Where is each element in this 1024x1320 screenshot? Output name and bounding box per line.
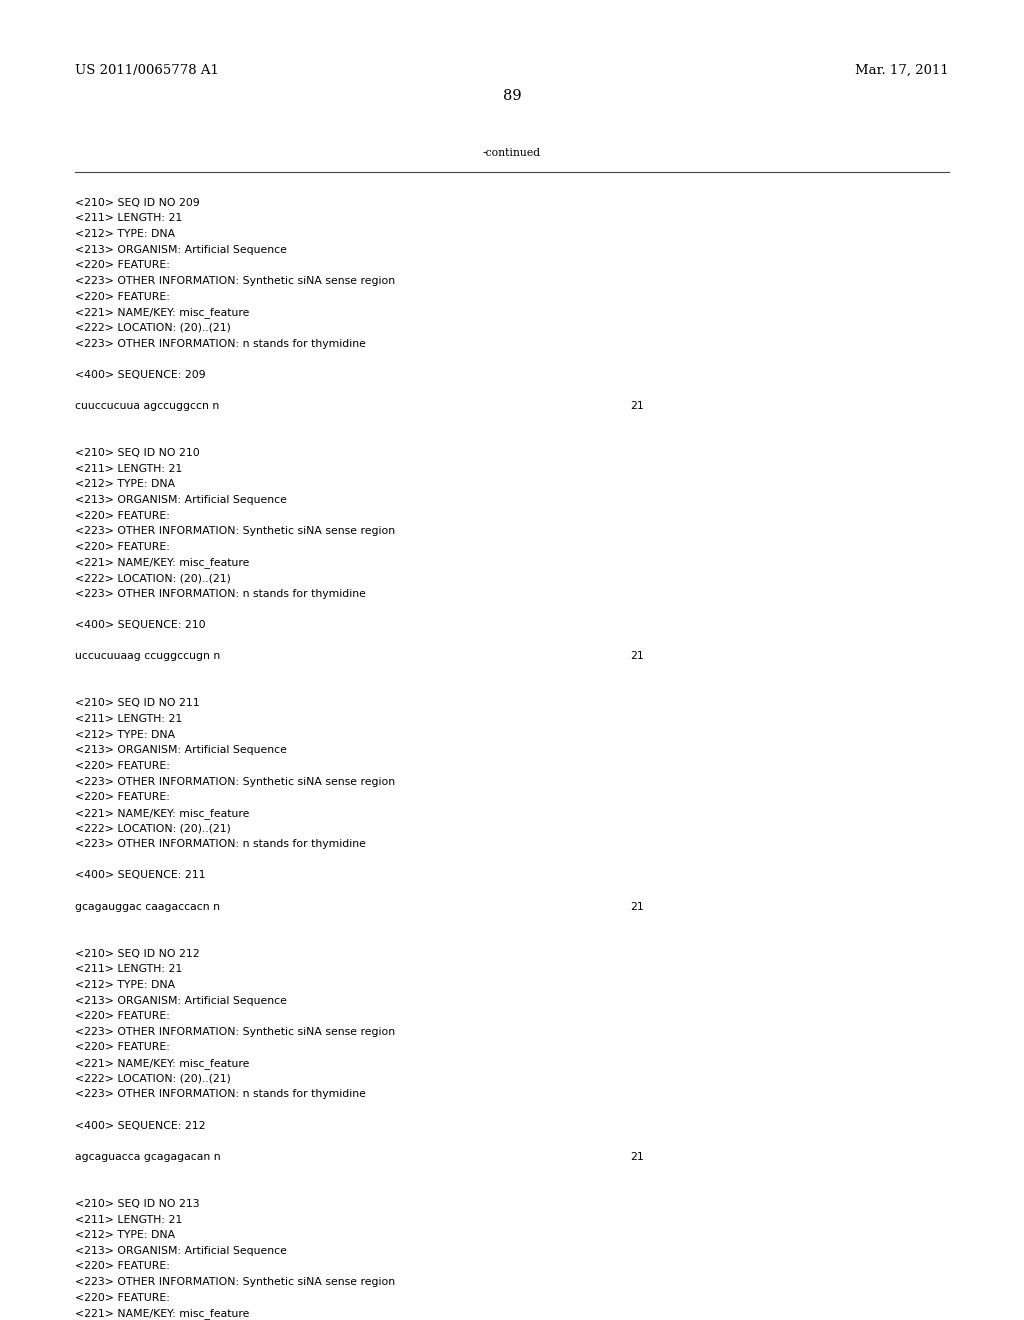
Text: <210> SEQ ID NO 210: <210> SEQ ID NO 210 — [75, 447, 200, 458]
Text: <220> FEATURE:: <220> FEATURE: — [75, 760, 170, 771]
Text: 21: 21 — [630, 652, 643, 661]
Text: <221> NAME/KEY: misc_feature: <221> NAME/KEY: misc_feature — [75, 308, 249, 318]
Text: <220> FEATURE:: <220> FEATURE: — [75, 1262, 170, 1271]
Text: <211> LENGTH: 21: <211> LENGTH: 21 — [75, 463, 182, 474]
Text: <220> FEATURE:: <220> FEATURE: — [75, 292, 170, 302]
Text: <400> SEQUENCE: 209: <400> SEQUENCE: 209 — [75, 370, 206, 380]
Text: <223> OTHER INFORMATION: Synthetic siNA sense region: <223> OTHER INFORMATION: Synthetic siNA … — [75, 1278, 395, 1287]
Text: <220> FEATURE:: <220> FEATURE: — [75, 543, 170, 552]
Text: <223> OTHER INFORMATION: n stands for thymidine: <223> OTHER INFORMATION: n stands for th… — [75, 339, 366, 348]
Text: <222> LOCATION: (20)..(21): <222> LOCATION: (20)..(21) — [75, 824, 230, 833]
Text: <213> ORGANISM: Artificial Sequence: <213> ORGANISM: Artificial Sequence — [75, 1246, 287, 1255]
Text: <223> OTHER INFORMATION: n stands for thymidine: <223> OTHER INFORMATION: n stands for th… — [75, 1089, 366, 1100]
Text: gcagauggac caagaccacn n: gcagauggac caagaccacn n — [75, 902, 220, 912]
Text: <220> FEATURE:: <220> FEATURE: — [75, 1011, 170, 1022]
Text: 89: 89 — [503, 90, 521, 103]
Text: <220> FEATURE:: <220> FEATURE: — [75, 1043, 170, 1052]
Text: <212> TYPE: DNA: <212> TYPE: DNA — [75, 979, 175, 990]
Text: <211> LENGTH: 21: <211> LENGTH: 21 — [75, 214, 182, 223]
Text: US 2011/0065778 A1: US 2011/0065778 A1 — [75, 63, 219, 77]
Text: <223> OTHER INFORMATION: Synthetic siNA sense region: <223> OTHER INFORMATION: Synthetic siNA … — [75, 776, 395, 787]
Text: <210> SEQ ID NO 212: <210> SEQ ID NO 212 — [75, 949, 200, 958]
Text: <220> FEATURE:: <220> FEATURE: — [75, 1292, 170, 1303]
Text: <223> OTHER INFORMATION: Synthetic siNA sense region: <223> OTHER INFORMATION: Synthetic siNA … — [75, 1027, 395, 1036]
Text: <213> ORGANISM: Artificial Sequence: <213> ORGANISM: Artificial Sequence — [75, 995, 287, 1006]
Text: <212> TYPE: DNA: <212> TYPE: DNA — [75, 230, 175, 239]
Text: <223> OTHER INFORMATION: Synthetic siNA sense region: <223> OTHER INFORMATION: Synthetic siNA … — [75, 276, 395, 286]
Text: <220> FEATURE:: <220> FEATURE: — [75, 792, 170, 803]
Text: 21: 21 — [630, 902, 643, 912]
Text: <211> LENGTH: 21: <211> LENGTH: 21 — [75, 965, 182, 974]
Text: <222> LOCATION: (20)..(21): <222> LOCATION: (20)..(21) — [75, 1073, 230, 1084]
Text: <223> OTHER INFORMATION: n stands for thymidine: <223> OTHER INFORMATION: n stands for th… — [75, 840, 366, 849]
Text: <211> LENGTH: 21: <211> LENGTH: 21 — [75, 1214, 182, 1225]
Text: <400> SEQUENCE: 211: <400> SEQUENCE: 211 — [75, 870, 205, 880]
Text: <220> FEATURE:: <220> FEATURE: — [75, 511, 170, 520]
Text: <221> NAME/KEY: misc_feature: <221> NAME/KEY: misc_feature — [75, 557, 249, 569]
Text: <400> SEQUENCE: 210: <400> SEQUENCE: 210 — [75, 620, 206, 630]
Text: <223> OTHER INFORMATION: n stands for thymidine: <223> OTHER INFORMATION: n stands for th… — [75, 589, 366, 599]
Text: <223> OTHER INFORMATION: Synthetic siNA sense region: <223> OTHER INFORMATION: Synthetic siNA … — [75, 527, 395, 536]
Text: 21: 21 — [630, 401, 643, 411]
Text: <221> NAME/KEY: misc_feature: <221> NAME/KEY: misc_feature — [75, 1308, 249, 1319]
Text: <210> SEQ ID NO 211: <210> SEQ ID NO 211 — [75, 698, 200, 709]
Text: <210> SEQ ID NO 213: <210> SEQ ID NO 213 — [75, 1199, 200, 1209]
Text: <212> TYPE: DNA: <212> TYPE: DNA — [75, 479, 175, 490]
Text: <210> SEQ ID NO 209: <210> SEQ ID NO 209 — [75, 198, 200, 207]
Text: <211> LENGTH: 21: <211> LENGTH: 21 — [75, 714, 182, 723]
Text: <213> ORGANISM: Artificial Sequence: <213> ORGANISM: Artificial Sequence — [75, 495, 287, 506]
Text: cuuccucuua agccuggccn n: cuuccucuua agccuggccn n — [75, 401, 219, 411]
Text: <221> NAME/KEY: misc_feature: <221> NAME/KEY: misc_feature — [75, 808, 249, 818]
Text: <213> ORGANISM: Artificial Sequence: <213> ORGANISM: Artificial Sequence — [75, 746, 287, 755]
Text: 21: 21 — [630, 1152, 643, 1162]
Text: <221> NAME/KEY: misc_feature: <221> NAME/KEY: misc_feature — [75, 1059, 249, 1069]
Text: uccucuuaag ccuggccugn n: uccucuuaag ccuggccugn n — [75, 652, 220, 661]
Text: <220> FEATURE:: <220> FEATURE: — [75, 260, 170, 271]
Text: <213> ORGANISM: Artificial Sequence: <213> ORGANISM: Artificial Sequence — [75, 244, 287, 255]
Text: Mar. 17, 2011: Mar. 17, 2011 — [855, 63, 949, 77]
Text: <222> LOCATION: (20)..(21): <222> LOCATION: (20)..(21) — [75, 573, 230, 583]
Text: <212> TYPE: DNA: <212> TYPE: DNA — [75, 1230, 175, 1241]
Text: <400> SEQUENCE: 212: <400> SEQUENCE: 212 — [75, 1121, 205, 1131]
Text: -continued: -continued — [483, 148, 541, 158]
Text: agcaguacca gcagagacan n: agcaguacca gcagagacan n — [75, 1152, 220, 1162]
Text: <222> LOCATION: (20)..(21): <222> LOCATION: (20)..(21) — [75, 323, 230, 333]
Text: <212> TYPE: DNA: <212> TYPE: DNA — [75, 730, 175, 739]
